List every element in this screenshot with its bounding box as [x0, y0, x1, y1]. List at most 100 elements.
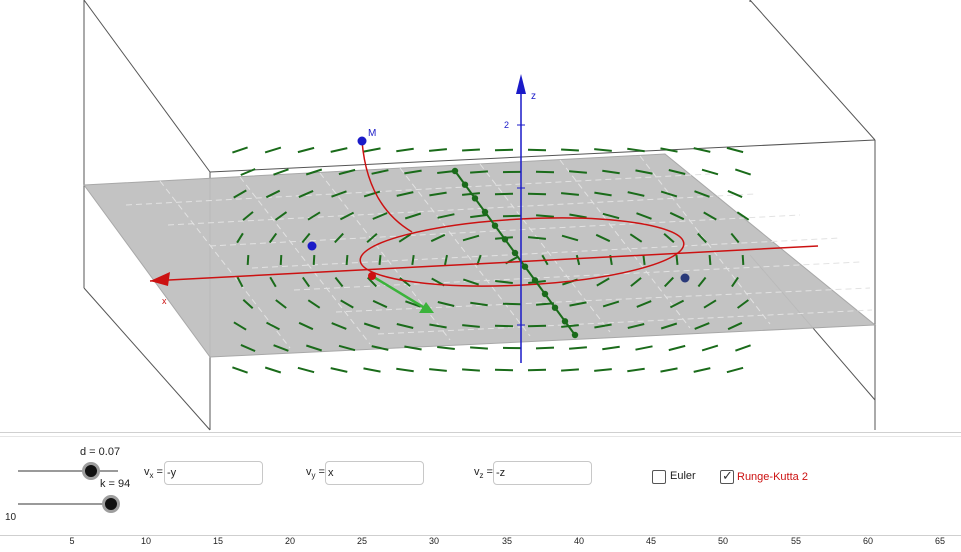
- field-vector: [338, 344, 356, 352]
- field-vector: [330, 147, 348, 153]
- field-vector: [495, 280, 513, 284]
- field-vector: [462, 368, 480, 372]
- field-vector: [636, 212, 652, 220]
- field-vector: [561, 324, 579, 328]
- number-axis-tick: 40: [573, 536, 584, 546]
- vy-input[interactable]: x: [325, 461, 424, 485]
- field-vector: [561, 234, 579, 242]
- field-vector: [594, 148, 612, 152]
- field-vector: [627, 147, 645, 153]
- field-vector: [627, 191, 645, 197]
- point-a[interactable]: [307, 241, 317, 251]
- solution-point: [511, 249, 519, 257]
- number-axis-tick: 25: [356, 536, 367, 546]
- slider-k-track[interactable]: [18, 503, 112, 505]
- field-vector: [269, 276, 277, 288]
- solution-point: [471, 195, 479, 202]
- field-vector: [312, 255, 316, 265]
- field-vector: [363, 147, 381, 153]
- field-vector: [430, 233, 446, 243]
- field-vector: [660, 367, 678, 373]
- vx-input[interactable]: -y: [164, 461, 263, 485]
- field-vector: [693, 147, 711, 153]
- slider-d-label: d = 0.07: [80, 446, 121, 458]
- field-vector: [630, 277, 642, 287]
- solution-point: [481, 208, 489, 216]
- number-axis-line: [0, 535, 961, 536]
- solution-point: [461, 181, 469, 188]
- field-vector: [233, 321, 247, 331]
- vz-input[interactable]: -z: [493, 461, 592, 485]
- field-vector: [727, 189, 743, 199]
- z-axis-tick-2: 2: [504, 120, 509, 130]
- field-vector: [694, 190, 710, 198]
- graphics-3d-view[interactable]: x z 2 M: [0, 0, 961, 432]
- runge-kutta-checkbox[interactable]: ✓: [720, 468, 734, 484]
- field-vector: [668, 169, 686, 175]
- slider-k-knob[interactable]: [102, 495, 120, 513]
- field-vector: [660, 190, 678, 198]
- field-vector: [363, 190, 381, 198]
- field-vector: [462, 148, 480, 152]
- field-vector: [636, 300, 652, 308]
- number-axis-tick: 30: [428, 536, 439, 546]
- field-vector: [399, 277, 411, 287]
- field-vector: [331, 322, 347, 330]
- field-vector: [444, 254, 448, 266]
- field-vector: [233, 189, 247, 199]
- field-vector: [404, 169, 422, 175]
- number-axis-tick: 35: [501, 536, 512, 546]
- velocity-vector: [371, 274, 429, 312]
- field-vector: [734, 168, 752, 176]
- field-vector: [569, 346, 587, 350]
- field-vector: [535, 346, 555, 350]
- field-vector: [298, 189, 314, 199]
- field-vector: [232, 366, 248, 374]
- field-vector: [635, 169, 653, 175]
- slider-d-knob[interactable]: [82, 462, 100, 480]
- field-vector: [366, 233, 378, 243]
- field-vector: [404, 212, 422, 220]
- field-vector: [726, 366, 744, 374]
- slider-d-track[interactable]: [18, 470, 118, 472]
- field-vector: [363, 367, 381, 373]
- field-vector: [345, 255, 349, 265]
- number-axis-tick: 10: [140, 536, 151, 546]
- field-vector: [366, 276, 378, 288]
- field-vector: [275, 299, 287, 309]
- euler-checkbox[interactable]: [652, 470, 666, 484]
- number-axis-tick: 45: [645, 536, 656, 546]
- field-vector: [703, 211, 717, 221]
- field-vector: [334, 276, 344, 288]
- field-vector: [560, 192, 580, 196]
- field-vector: [428, 148, 448, 152]
- field-vector: [331, 190, 347, 198]
- solution-point: [501, 236, 509, 243]
- field-vector: [334, 232, 344, 244]
- field-vector: [297, 366, 315, 374]
- z-axis: [516, 74, 526, 363]
- field-vector: [462, 278, 480, 286]
- field-vector: [307, 299, 321, 309]
- field-vector: [693, 367, 711, 373]
- x-axis: [149, 245, 819, 286]
- field-vector: [396, 367, 414, 373]
- z-axis-label: z: [531, 91, 536, 102]
- field-vector: [340, 299, 354, 309]
- field-vector: [569, 213, 587, 219]
- point-b[interactable]: [680, 273, 690, 283]
- field-vector: [404, 345, 422, 351]
- field-vector: [274, 211, 288, 221]
- solution-point: [551, 304, 559, 311]
- field-vector: [232, 146, 248, 154]
- number-axis-tick: 60: [862, 536, 873, 546]
- field-vector: [736, 211, 750, 221]
- point-m[interactable]: [357, 136, 367, 146]
- field-vector: [697, 232, 707, 244]
- field-vector: [535, 170, 555, 174]
- field-vector: [561, 368, 579, 372]
- field-vector: [561, 148, 579, 152]
- field-vector: [660, 147, 678, 153]
- field-vector: [305, 168, 323, 176]
- field-vector: [240, 343, 256, 353]
